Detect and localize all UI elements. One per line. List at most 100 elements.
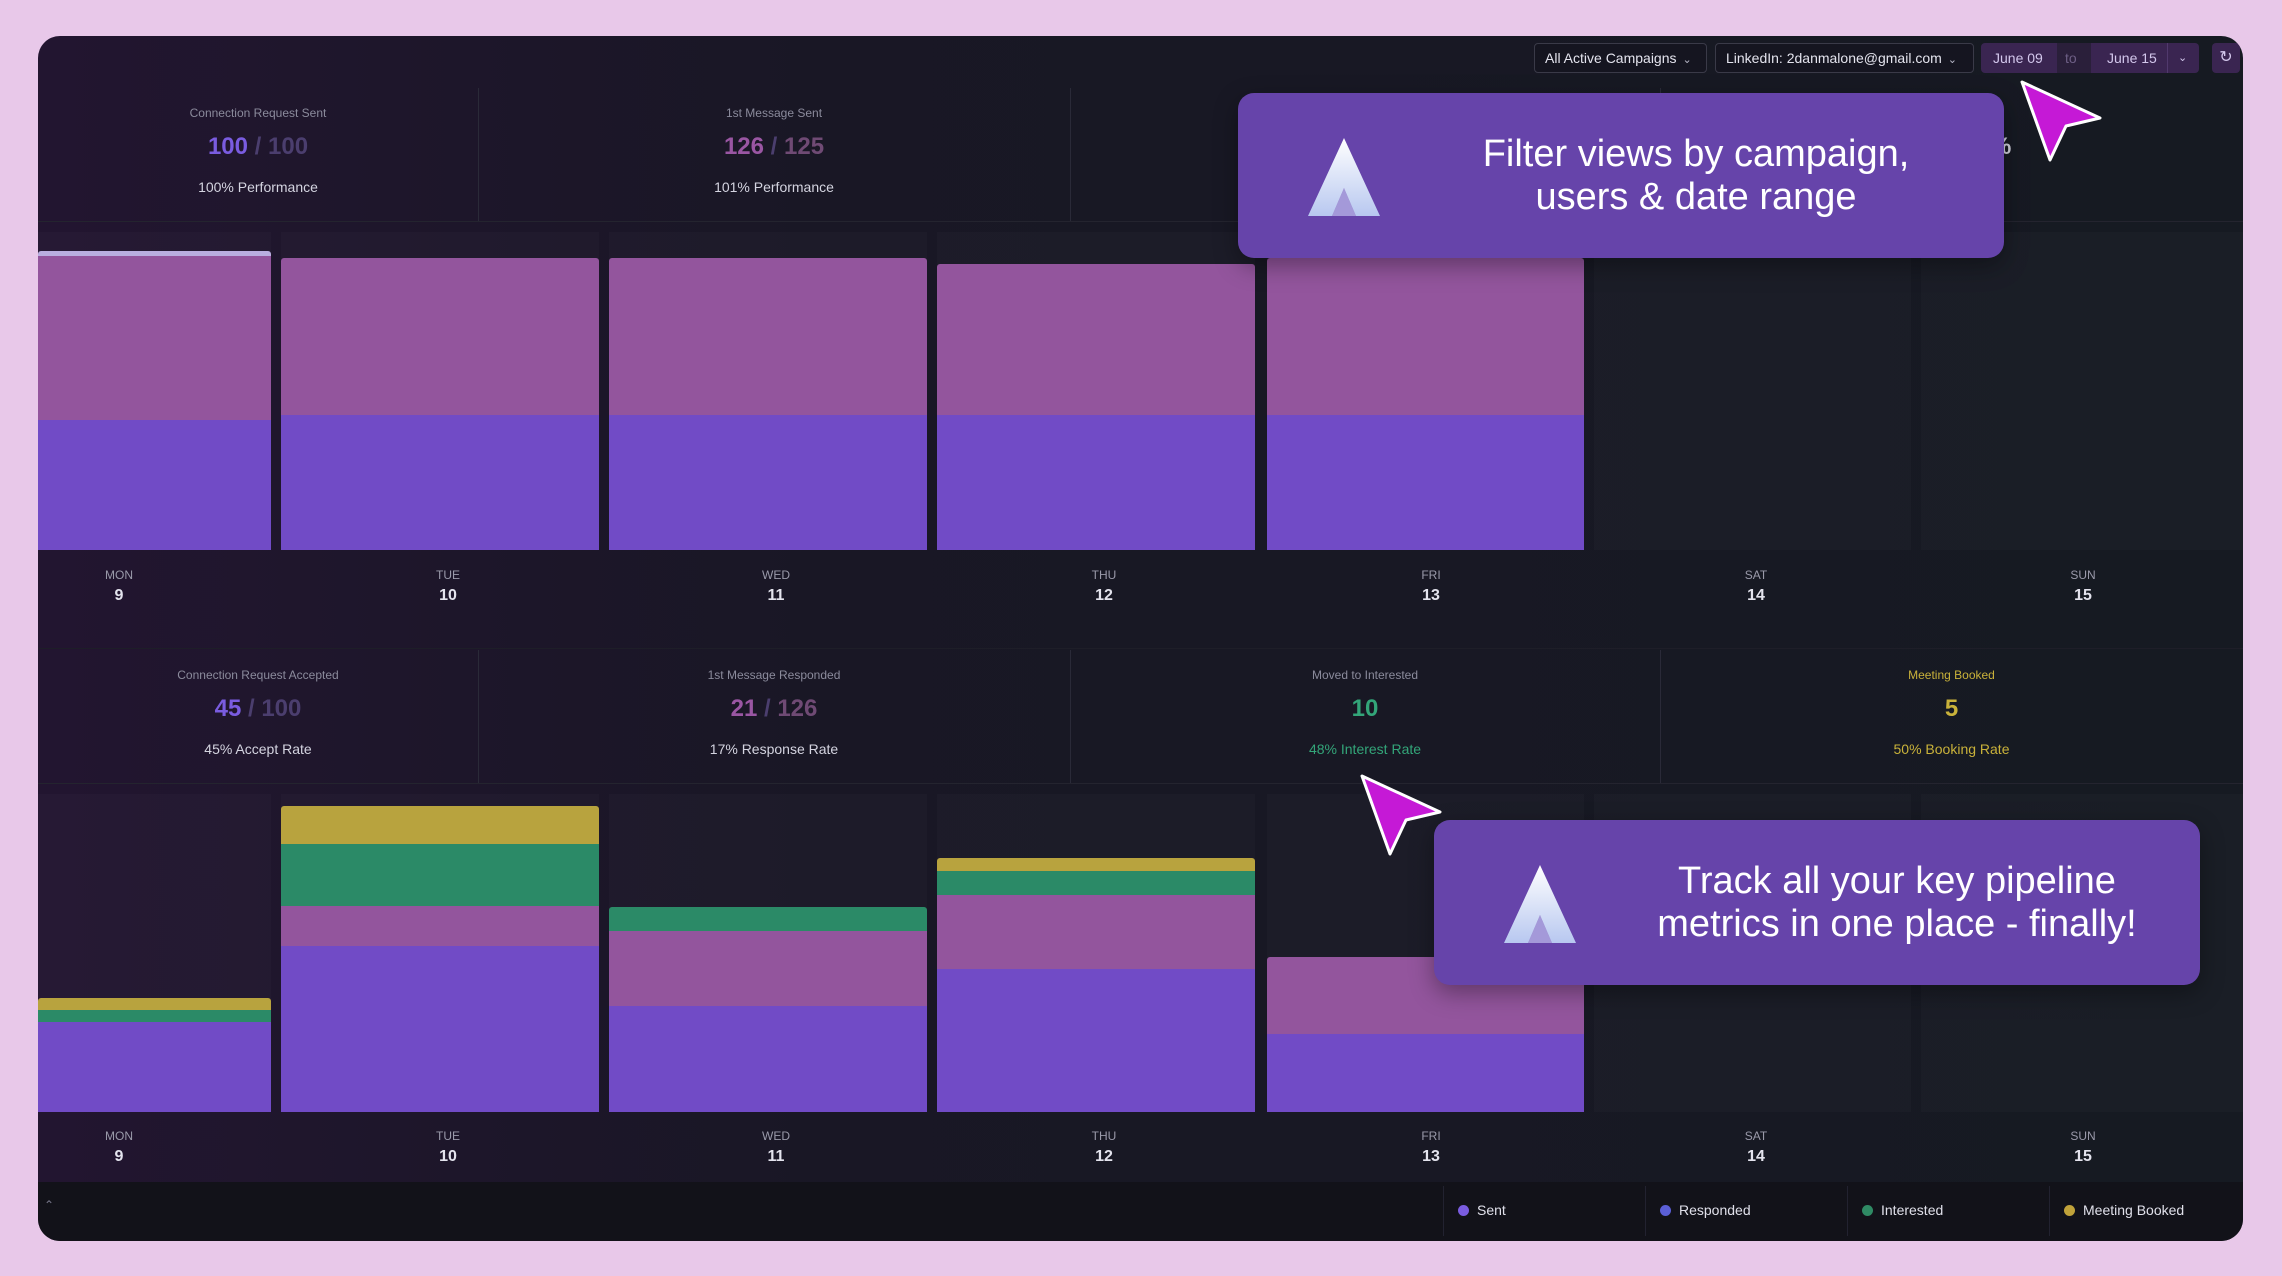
day-label-thu: THU 12 — [1064, 1129, 1144, 1166]
chart-bar-tue[interactable] — [281, 806, 599, 1112]
logo-icon — [1504, 865, 1576, 943]
date-to[interactable]: June 15 — [2107, 50, 2157, 66]
day-of-week: WED — [762, 568, 790, 582]
day-label-sun: SUN 15 — [2043, 1129, 2123, 1166]
legend-item-responded[interactable]: Responded — [1660, 1200, 1751, 1220]
day-of-week: SUN — [2070, 568, 2096, 582]
chart-bar-tue[interactable] — [281, 258, 599, 550]
day-label-fri: FRI 13 — [1391, 1129, 1471, 1166]
dashboard-window: All Active Campaigns ⌄ LinkedIn: 2danmalo… — [38, 36, 2243, 1241]
stat-subtext: 100% Performance — [198, 179, 318, 195]
stat-label: 1st Message Sent — [725, 106, 823, 120]
bar-segment — [937, 895, 1255, 969]
pointer-cursor-icon — [1360, 774, 1442, 856]
stat-meeting-booked: Meeting Booked 5 50% Booking Rate — [1660, 650, 2243, 783]
chart-bar-wed[interactable] — [609, 907, 927, 1112]
stat-value: 10 — [1351, 695, 1379, 722]
bottom-stats-row: Connection Request Accepted 45 / 100 45%… — [38, 650, 2243, 783]
day-number: 14 — [1747, 1148, 1765, 1165]
chart-bar-thu[interactable] — [937, 264, 1255, 550]
legend-item-meeting-booked[interactable]: Meeting Booked — [2064, 1200, 2184, 1220]
bar-segment — [281, 258, 599, 415]
bar-segment — [937, 871, 1255, 895]
stat-first-message-responded: 1st Message Responded 21 / 126 17% Respo… — [478, 650, 1071, 783]
day-label-tue: TUE 10 — [408, 568, 488, 605]
legend-item-sent[interactable]: Sent — [1458, 1200, 1506, 1220]
day-label-sat: SAT 14 — [1716, 568, 1796, 605]
chart-bar-fri[interactable] — [1267, 258, 1584, 550]
bar-highlight — [38, 251, 271, 256]
day-number: 15 — [2074, 1148, 2092, 1165]
chart-bar-mon[interactable] — [38, 998, 271, 1112]
bar-segment — [281, 844, 599, 906]
refresh-icon[interactable]: ↻ — [2212, 43, 2240, 73]
bar-segment — [38, 256, 271, 420]
campaign-filter-label: All Active Campaigns — [1545, 50, 1677, 66]
bar-segment — [38, 1010, 271, 1022]
stat-connection-request-accepted: Connection Request Accepted 45 / 100 45%… — [38, 650, 479, 783]
callout-text: Filter views by campaign, users & date r… — [1482, 133, 1910, 218]
day-of-week: SUN — [2070, 1129, 2096, 1143]
day-number: 12 — [1095, 587, 1113, 604]
day-label-sat: SAT 14 — [1716, 1129, 1796, 1166]
bar-segment — [937, 415, 1255, 550]
toolbar: All Active Campaigns ⌄ LinkedIn: 2danmalo… — [38, 36, 2243, 88]
chart-column-bg — [1921, 232, 2243, 550]
day-of-week: SAT — [1744, 568, 1768, 582]
day-of-week: TUE — [436, 568, 460, 582]
bar-segment — [281, 946, 599, 1112]
legend-label: Interested — [1881, 1202, 1944, 1218]
stat-connection-request-sent: Connection Request Sent 100 / 100 100% P… — [38, 88, 479, 221]
callout-track-pipeline: Track all your key pipeline metrics in o… — [1434, 820, 2200, 985]
day-number: 13 — [1422, 1148, 1440, 1165]
chevron-down-icon: ⌄ — [1682, 54, 1692, 66]
day-label-tue: TUE 10 — [408, 1129, 488, 1166]
chart-bar-thu[interactable] — [937, 858, 1255, 1112]
legend-label: Sent — [1477, 1202, 1506, 1218]
legend-label: Meeting Booked — [2083, 1202, 2185, 1218]
legend-item-interested[interactable]: Interested — [1862, 1200, 1943, 1220]
legend-dot-icon — [1660, 1205, 1671, 1216]
bar-segment — [38, 1022, 271, 1112]
stat-subtext: 17% Response Rate — [709, 741, 839, 757]
chart-bar-mon[interactable] — [38, 251, 271, 550]
bar-segment — [281, 906, 599, 946]
chevron-down-icon[interactable]: ⌄ — [2178, 52, 2188, 64]
top-stats-row: Connection Request Sent 100 / 100 100% P… — [38, 88, 2243, 221]
bar-segment — [937, 969, 1255, 1112]
bar-segment — [38, 420, 271, 550]
chevron-down-icon: ⌄ — [1947, 54, 1957, 66]
logo-icon — [1308, 138, 1380, 216]
chart-bar-wed[interactable] — [609, 258, 927, 550]
bar-segment — [1267, 258, 1584, 415]
bar-segment — [937, 264, 1255, 415]
day-of-week: MON — [105, 1129, 133, 1143]
stat-value: 126 / 125 — [723, 133, 825, 160]
day-label-sun: SUN 15 — [2043, 568, 2123, 605]
bar-segment — [609, 258, 927, 415]
date-range-picker[interactable]: June 09 to June 15 ⌄ — [1981, 43, 2199, 73]
day-label-mon: MON 9 — [79, 1129, 159, 1166]
bar-segment — [1267, 1034, 1584, 1112]
bar-segment — [609, 931, 927, 1006]
bar-segment — [609, 415, 927, 550]
date-from[interactable]: June 09 — [1993, 50, 2043, 66]
callout-filter-views: Filter views by campaign, users & date r… — [1238, 93, 2004, 258]
stat-label: Connection Request Sent — [189, 106, 327, 120]
callout-text: Track all your key pipeline metrics in o… — [1657, 860, 2137, 945]
day-label-wed: WED 11 — [736, 1129, 816, 1166]
stat-subtext: 45% Accept Rate — [204, 741, 312, 757]
chevron-up-icon[interactable]: ⌃ — [44, 1198, 55, 1212]
day-number: 14 — [1747, 587, 1765, 604]
date-separator: to — [2065, 50, 2077, 66]
stat-label: Connection Request Accepted — [177, 668, 339, 682]
stat-first-message-sent: 1st Message Sent 126 / 125 101% Performa… — [478, 88, 1071, 221]
stat-label: Moved to Interested — [1311, 668, 1419, 682]
account-filter-dropdown[interactable]: LinkedIn: 2danmalone@gmail.com ⌄ — [1715, 43, 1974, 73]
campaign-filter-dropdown[interactable]: All Active Campaigns ⌄ — [1534, 43, 1707, 73]
day-number: 10 — [439, 587, 457, 604]
stat-value: 100 / 100 — [207, 133, 309, 160]
day-label-mon: MON 9 — [79, 568, 159, 605]
stat-subtext: 50% Booking Rate — [1893, 741, 2010, 757]
day-number: 15 — [2074, 587, 2092, 604]
